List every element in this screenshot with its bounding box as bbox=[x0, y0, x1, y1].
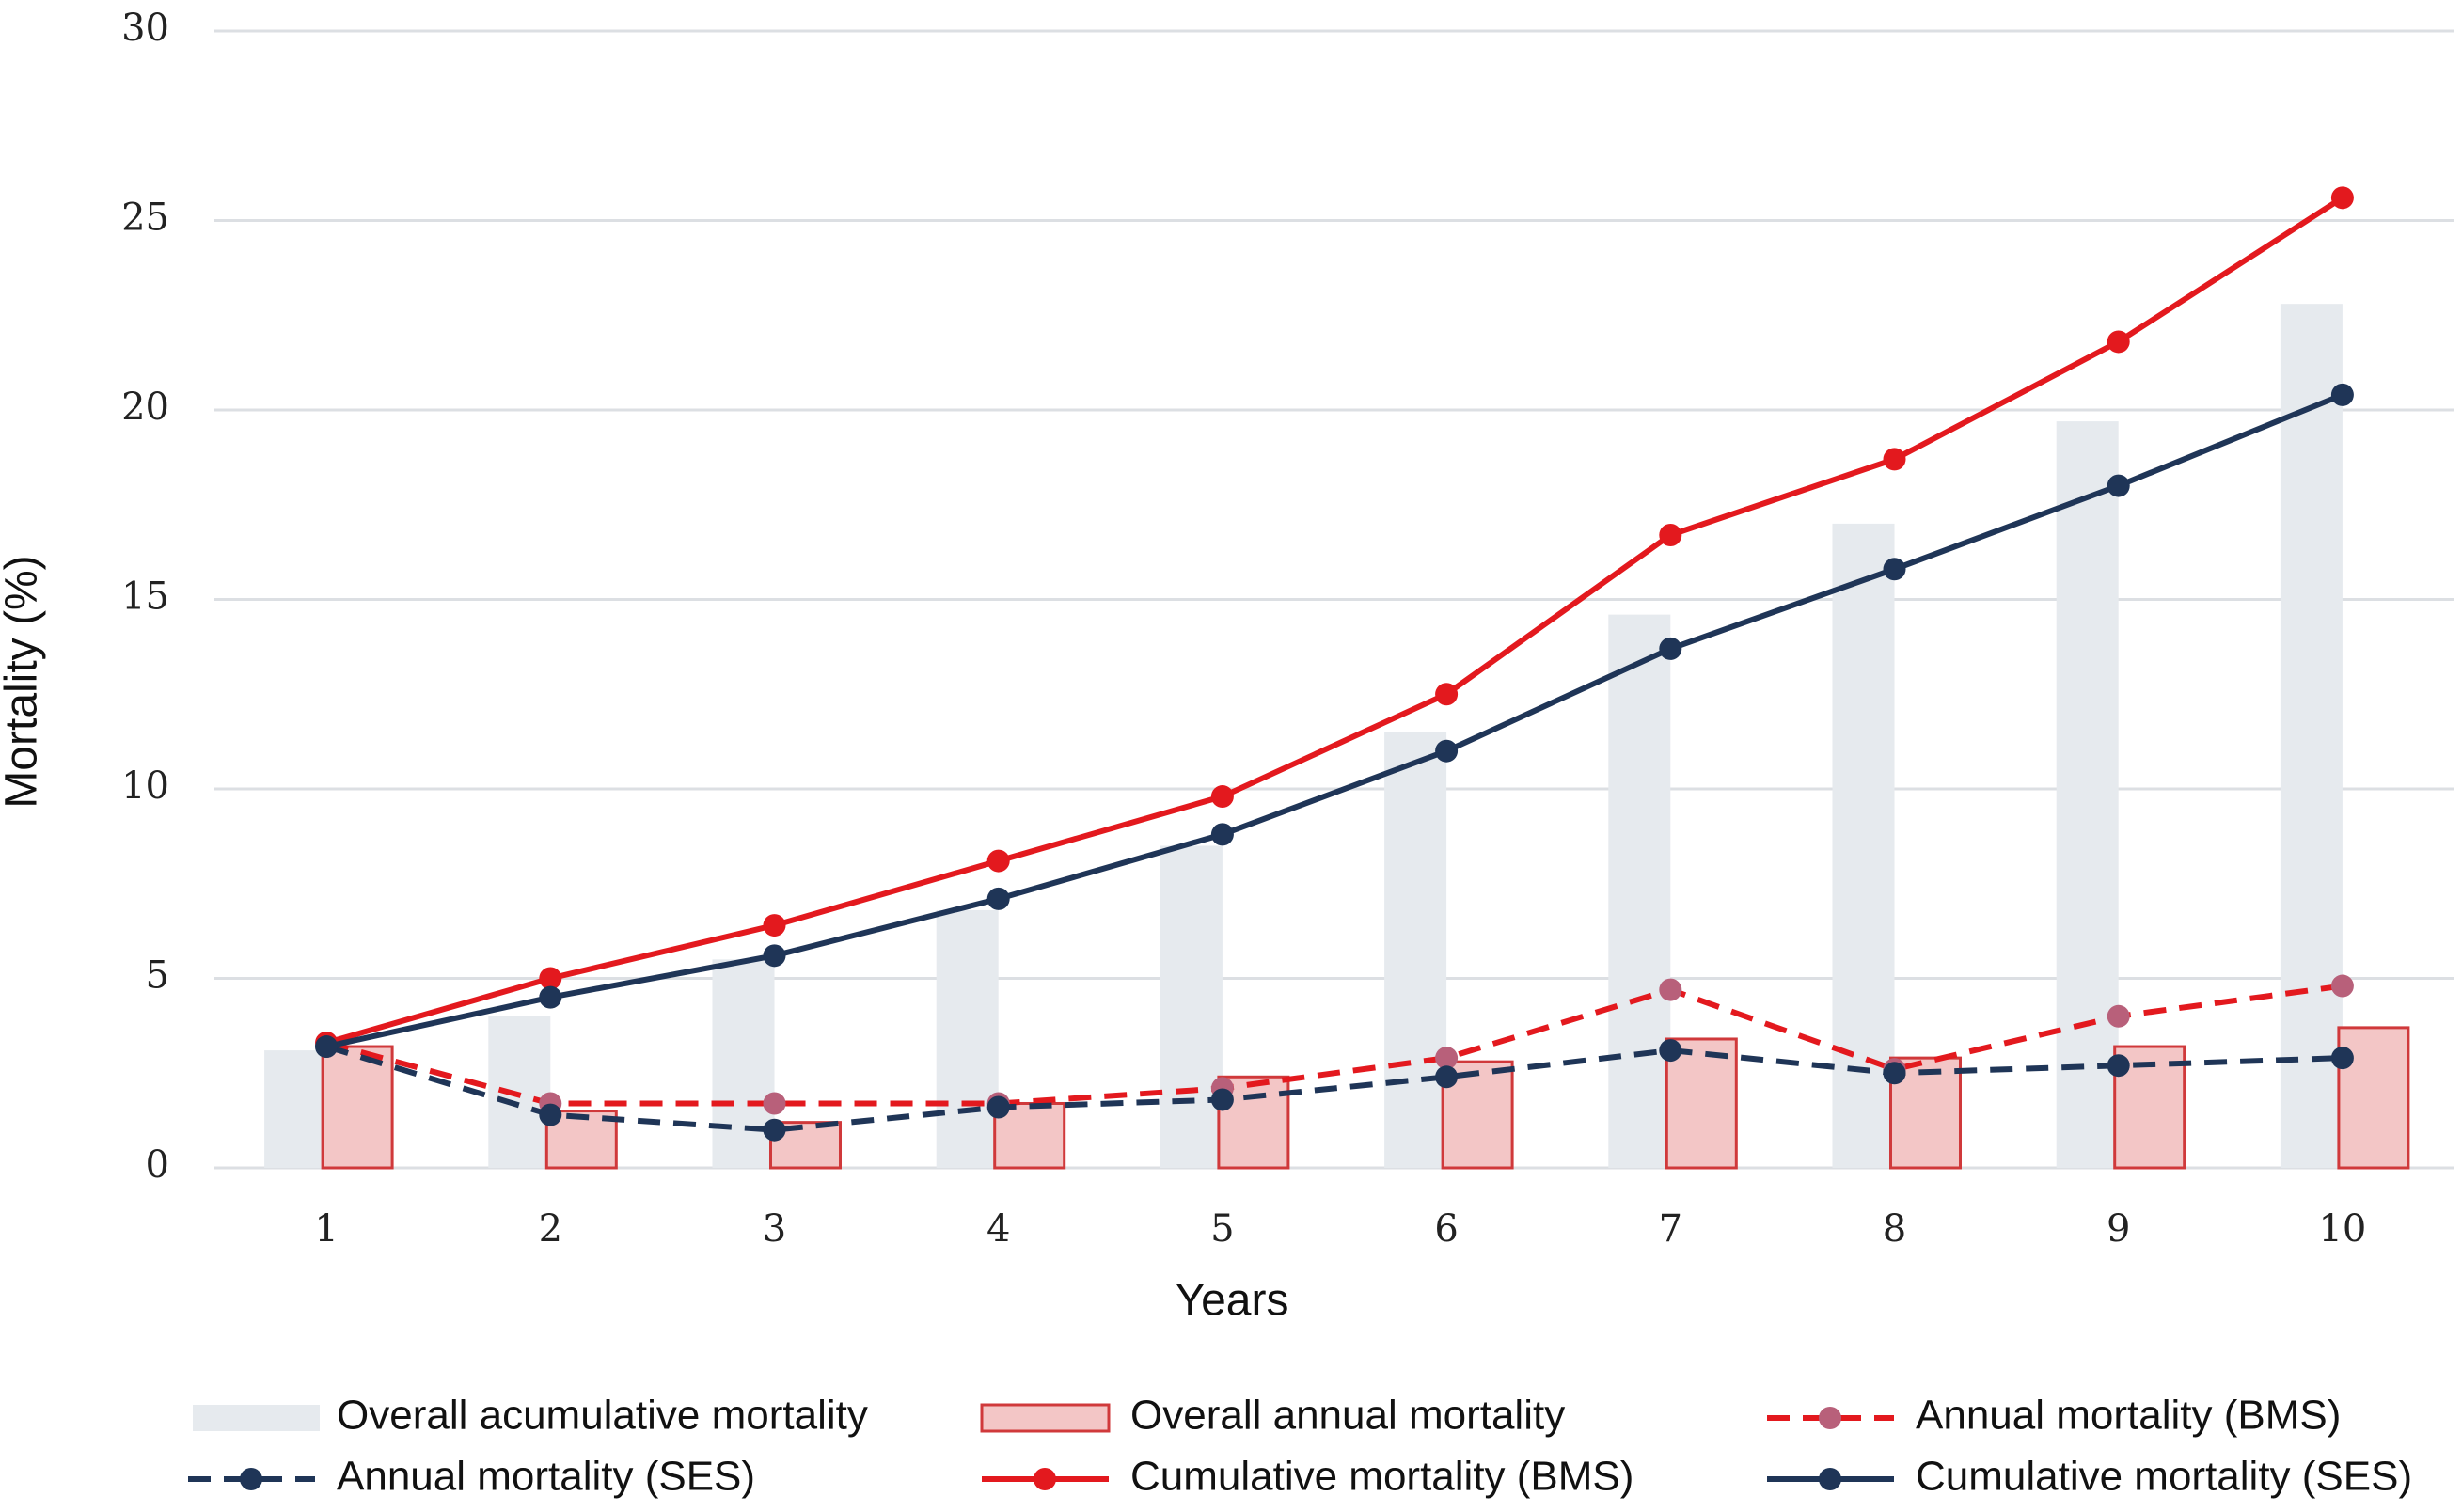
legend-marker bbox=[1819, 1468, 1841, 1490]
x-tick-label: 6 bbox=[1434, 1207, 1458, 1251]
marker bbox=[539, 1103, 562, 1126]
y-tick-label: 10 bbox=[121, 764, 169, 808]
x-tick-label: 4 bbox=[986, 1207, 1010, 1251]
y-tick-label: 25 bbox=[121, 197, 169, 240]
legend-label: Overall annual mortality bbox=[1130, 1393, 1565, 1439]
bar bbox=[1160, 845, 1223, 1168]
x-tick-label: 8 bbox=[1883, 1207, 1906, 1251]
marker bbox=[986, 849, 1010, 873]
marker bbox=[1435, 739, 1459, 763]
marker bbox=[1659, 523, 1682, 546]
bar bbox=[1608, 614, 1671, 1168]
bar bbox=[936, 909, 999, 1168]
legend-marker bbox=[1819, 1407, 1841, 1429]
legend-swatch bbox=[980, 1403, 1111, 1433]
marker bbox=[315, 1035, 339, 1059]
y-tick-label: 5 bbox=[146, 954, 169, 998]
marker bbox=[539, 967, 562, 990]
x-tick-label: 3 bbox=[763, 1207, 786, 1251]
marker bbox=[763, 1118, 786, 1142]
marker bbox=[1435, 1047, 1459, 1070]
marker bbox=[763, 944, 786, 968]
marker bbox=[2107, 1004, 2130, 1028]
bar bbox=[1832, 523, 1895, 1168]
x-tick-label: 9 bbox=[2107, 1207, 2130, 1251]
marker bbox=[2107, 330, 2130, 354]
x-tick-label: 1 bbox=[314, 1207, 338, 1251]
line bbox=[325, 983, 2344, 1107]
legend-label: Cumulative mortality (SES) bbox=[1916, 1454, 2412, 1500]
legend-label: Annual mortality (SES) bbox=[337, 1454, 755, 1500]
legend-label: Overall acumulative mortality bbox=[337, 1393, 868, 1439]
x-axis-label: Years bbox=[1176, 1276, 1289, 1326]
marker bbox=[1883, 1062, 1906, 1085]
y-axis-label: Mortality (%) bbox=[0, 555, 47, 808]
marker bbox=[539, 985, 562, 1009]
marker bbox=[2330, 186, 2354, 210]
legend-label: Cumulative mortality (BMS) bbox=[1130, 1454, 1633, 1500]
bar bbox=[712, 959, 775, 1168]
marker bbox=[1659, 1039, 1682, 1063]
marker bbox=[2107, 1054, 2130, 1078]
marker bbox=[2107, 474, 2130, 497]
marker bbox=[1435, 683, 1459, 706]
marker bbox=[1210, 785, 1234, 809]
marker bbox=[1435, 1065, 1459, 1089]
marker bbox=[986, 1095, 1010, 1119]
bar bbox=[321, 1045, 394, 1170]
line bbox=[325, 1044, 2344, 1133]
legend-swatch bbox=[193, 1405, 320, 1431]
line bbox=[325, 195, 2344, 1046]
marker bbox=[2330, 1047, 2354, 1070]
legend-marker bbox=[1034, 1468, 1056, 1490]
marker bbox=[1659, 637, 1682, 660]
bar bbox=[264, 1050, 327, 1168]
marker bbox=[1210, 823, 1234, 846]
bar bbox=[2280, 304, 2343, 1168]
marker bbox=[1659, 978, 1682, 1001]
bar bbox=[1384, 732, 1447, 1168]
marker bbox=[1883, 448, 1906, 471]
marker bbox=[1883, 558, 1906, 581]
line bbox=[325, 392, 2344, 1049]
legend-marker bbox=[240, 1468, 262, 1490]
marker bbox=[763, 914, 786, 937]
legend-label: Annual mortality (BMS) bbox=[1916, 1393, 2341, 1439]
bar bbox=[2056, 421, 2119, 1169]
y-tick-label: 20 bbox=[121, 386, 169, 429]
marker bbox=[2330, 383, 2354, 406]
y-tick-label: 30 bbox=[121, 7, 169, 50]
bar bbox=[488, 1016, 551, 1168]
y-tick-label: 15 bbox=[121, 575, 169, 619]
bar bbox=[2337, 1026, 2410, 1170]
x-tick-label: 2 bbox=[539, 1207, 562, 1251]
marker bbox=[763, 1092, 786, 1115]
marker bbox=[1210, 1088, 1234, 1111]
x-tick-label: 7 bbox=[1659, 1207, 1682, 1251]
marker bbox=[2330, 974, 2354, 998]
y-tick-label: 0 bbox=[146, 1143, 169, 1187]
marker bbox=[986, 887, 1010, 910]
x-tick-label: 5 bbox=[1210, 1207, 1234, 1251]
x-tick-label: 10 bbox=[2318, 1207, 2366, 1251]
bar bbox=[1665, 1037, 1738, 1170]
